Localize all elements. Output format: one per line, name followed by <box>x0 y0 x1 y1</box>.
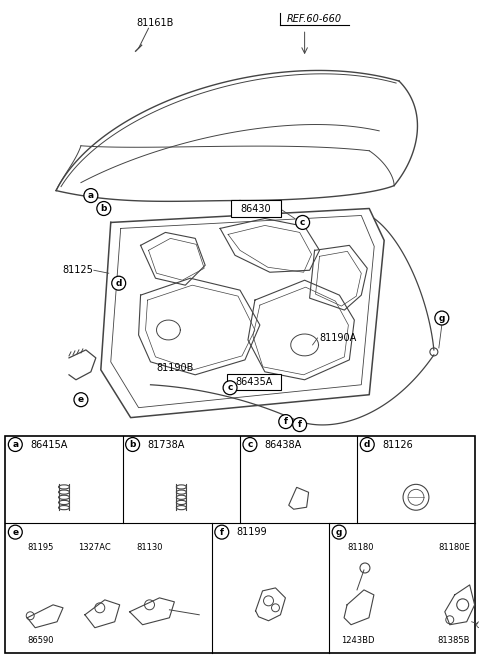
Text: 81161B: 81161B <box>137 18 174 28</box>
Circle shape <box>243 438 257 451</box>
Text: 81130: 81130 <box>136 543 163 552</box>
Text: 81385B: 81385B <box>437 636 469 645</box>
Bar <box>5 436 475 653</box>
FancyBboxPatch shape <box>231 199 281 218</box>
Text: 81180E: 81180E <box>438 543 469 552</box>
Circle shape <box>360 438 374 451</box>
Circle shape <box>293 418 307 432</box>
Circle shape <box>74 393 88 407</box>
Text: g: g <box>439 314 445 323</box>
Text: 1243BD: 1243BD <box>341 636 374 645</box>
Circle shape <box>8 438 22 451</box>
Text: a: a <box>88 191 94 200</box>
Text: b: b <box>101 204 107 213</box>
Text: d: d <box>116 279 122 288</box>
Text: 81738A: 81738A <box>147 440 185 449</box>
Text: 81190A: 81190A <box>320 333 357 343</box>
Text: 81125: 81125 <box>62 265 93 276</box>
Text: 81199: 81199 <box>237 527 267 537</box>
Circle shape <box>435 311 449 325</box>
Text: 86415A: 86415A <box>30 440 68 449</box>
Text: 86435A: 86435A <box>235 377 273 387</box>
Text: f: f <box>220 527 224 537</box>
Text: b: b <box>130 440 136 449</box>
Text: a: a <box>12 440 18 449</box>
Text: REF.60-660: REF.60-660 <box>287 14 342 24</box>
Circle shape <box>215 525 229 539</box>
Text: 81126: 81126 <box>382 440 413 449</box>
Text: 86590: 86590 <box>27 636 53 645</box>
Circle shape <box>332 525 346 539</box>
Text: f: f <box>298 420 301 429</box>
Text: e: e <box>78 395 84 404</box>
Text: d: d <box>364 440 371 449</box>
Text: 86430: 86430 <box>240 203 271 213</box>
Text: 81180: 81180 <box>347 543 373 552</box>
Circle shape <box>296 215 310 230</box>
Text: f: f <box>284 417 288 426</box>
Circle shape <box>126 438 140 451</box>
Text: c: c <box>247 440 252 449</box>
Circle shape <box>97 201 111 215</box>
Text: e: e <box>12 527 18 537</box>
Text: 86438A: 86438A <box>265 440 302 449</box>
Text: g: g <box>336 527 342 537</box>
FancyBboxPatch shape <box>227 374 281 390</box>
Circle shape <box>223 380 237 395</box>
Circle shape <box>279 415 293 428</box>
Text: 81190B: 81190B <box>156 363 194 373</box>
Text: 81195: 81195 <box>27 543 53 552</box>
Circle shape <box>112 276 126 290</box>
Text: 1327AC: 1327AC <box>78 543 111 552</box>
Text: c: c <box>300 218 305 227</box>
Text: c: c <box>228 383 233 392</box>
Circle shape <box>84 188 98 203</box>
Circle shape <box>8 525 22 539</box>
